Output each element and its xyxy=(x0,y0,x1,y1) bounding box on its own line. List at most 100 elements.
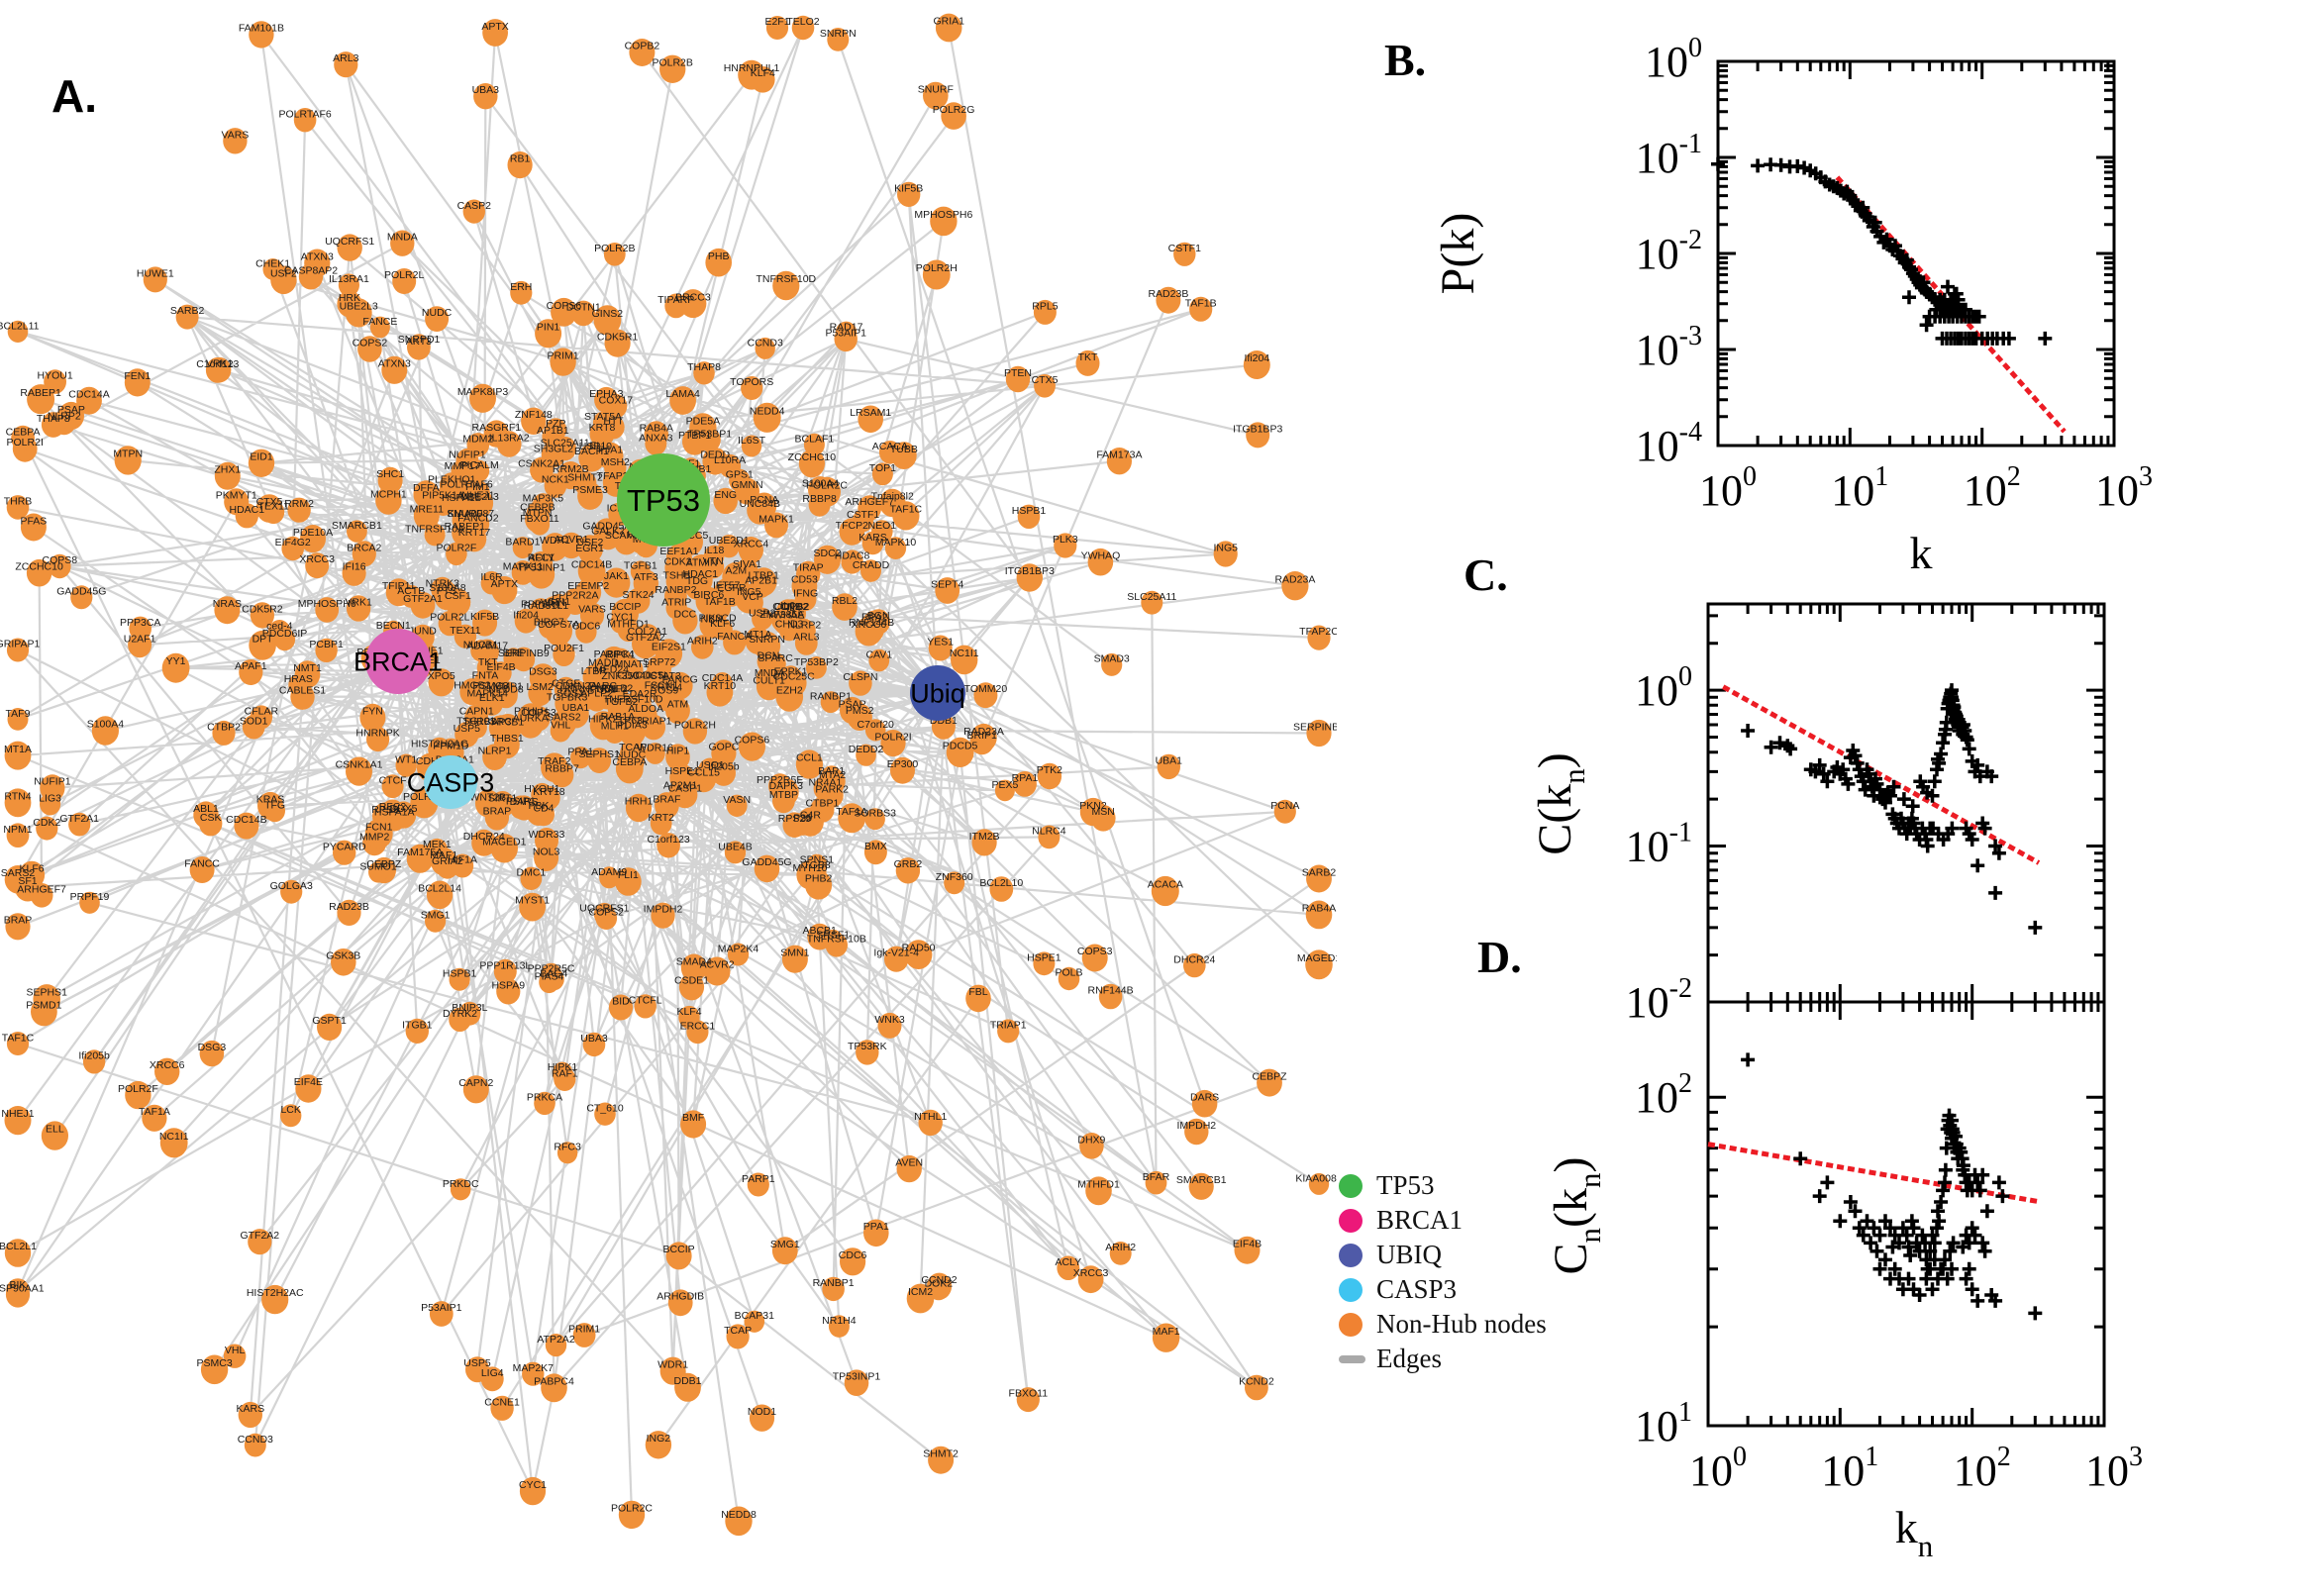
gene-label: RBBP7 xyxy=(545,763,579,775)
network-node xyxy=(682,718,708,745)
network-node xyxy=(509,795,532,820)
gene-label: PPA1 xyxy=(863,1221,889,1233)
network-node xyxy=(713,487,738,515)
network-node xyxy=(539,616,559,639)
network-node xyxy=(223,1344,247,1368)
gene-label: HSPA1A xyxy=(374,807,415,819)
tick-label: 10-2 xyxy=(1636,225,1702,278)
network-node xyxy=(806,853,828,877)
network-node xyxy=(234,812,259,840)
gene-label: DEDD2 xyxy=(849,744,884,755)
gene-label: PDCD6IP xyxy=(262,628,308,640)
gene-label: PKMYT1 xyxy=(216,490,257,502)
gene-label: ARHGDIB xyxy=(656,1291,704,1303)
gene-label: CEBPA xyxy=(6,427,41,439)
gene-label: PTEN xyxy=(1004,367,1032,379)
gene-label: MTBP xyxy=(769,789,798,801)
gene-label: POLRTAF6 xyxy=(440,479,492,491)
gene-label: ZCCHC10 xyxy=(15,561,63,573)
gene-label: TP53BP1 xyxy=(687,429,732,441)
network-node xyxy=(645,432,667,455)
tick-label: 101 xyxy=(1635,1397,1692,1450)
gene-label: LAMA4 xyxy=(665,388,700,400)
gene-label: WT1 xyxy=(395,753,417,765)
gene-label: ARHGEF7 xyxy=(845,496,894,508)
network-node xyxy=(896,1154,922,1183)
gene-label: NHEJ1 xyxy=(1,1108,34,1120)
network-node xyxy=(703,956,731,986)
gene-label: RNF144B xyxy=(1088,985,1134,997)
network-node xyxy=(680,953,707,982)
network-node xyxy=(405,1018,429,1044)
gene-label: LSM2 xyxy=(526,681,554,693)
gene-label: GINS2 xyxy=(592,308,624,320)
gene-label: PCBP1 xyxy=(309,639,344,650)
gene-label: RTN4 xyxy=(4,791,31,803)
gene-label: XRCC6 xyxy=(150,1059,185,1071)
network-node xyxy=(517,703,545,733)
network-node xyxy=(618,1500,646,1530)
network-node xyxy=(665,1242,692,1270)
network-node xyxy=(154,1057,180,1086)
gene-label: THRB xyxy=(462,716,491,728)
gene-label: PJA1 xyxy=(598,445,623,456)
network-node xyxy=(1101,652,1123,676)
gene-label: ABCB1 xyxy=(802,925,837,937)
gene-label: COL2A1 xyxy=(628,626,667,638)
network-node xyxy=(553,642,575,667)
network-node xyxy=(281,536,305,561)
gene-label: DDX5 xyxy=(389,803,417,815)
gene-label: ced-4 xyxy=(266,621,292,633)
gene-label: MTPN xyxy=(523,507,553,519)
network-node xyxy=(604,329,631,357)
gene-label: WDR33 xyxy=(529,829,565,841)
gene-label: DMC1 xyxy=(517,867,547,879)
network-node xyxy=(589,420,615,448)
network-node xyxy=(7,320,29,343)
network-node xyxy=(458,1001,481,1026)
network-node xyxy=(575,578,602,607)
gene-label: POLR2B xyxy=(594,243,635,254)
gene-label: CAPN2 xyxy=(458,1077,493,1089)
network-node xyxy=(392,268,417,294)
network-panel: TP53RKKIAA0087THAP8CDC14BCDC14AMAGED1DHC… xyxy=(0,13,1337,1537)
gene-label: CEBPB xyxy=(520,501,556,513)
gene-label: EGFR xyxy=(717,582,747,594)
gene-label: TCAP xyxy=(619,742,647,753)
gene-label: PSAP xyxy=(57,404,85,416)
gene-label: UNC84B xyxy=(740,498,780,510)
gene-label: S100A4 xyxy=(802,477,840,489)
gene-label: CTCFL xyxy=(629,995,662,1007)
gene-label: TAF9 xyxy=(6,708,31,720)
network-node xyxy=(248,1229,272,1255)
network-node xyxy=(918,1109,943,1137)
gene-label: SHC1 xyxy=(376,468,404,480)
gene-label: SARS2 xyxy=(547,712,581,724)
network-node xyxy=(337,234,362,261)
gene-label: EEF1A1 xyxy=(659,546,698,557)
gene-label: ACVR2 xyxy=(700,959,735,971)
network-node xyxy=(711,740,737,767)
hub-node-casp3 xyxy=(424,755,477,809)
hub-node-tp53 xyxy=(617,453,710,547)
gene-label: COX17 xyxy=(599,394,634,406)
network-node xyxy=(4,788,32,818)
node-color-dot xyxy=(1339,1243,1363,1267)
network-node xyxy=(1087,548,1114,576)
gene-label: UBE2L3 xyxy=(340,301,378,313)
gene-label: CEBPZ xyxy=(366,858,402,870)
gene-label: EIF4B xyxy=(1233,1238,1262,1249)
network-node xyxy=(175,304,199,330)
gene-label: COPS6 xyxy=(547,300,582,312)
network-node xyxy=(380,799,405,827)
gene-label: APLP2 xyxy=(580,688,613,700)
network-node xyxy=(317,1013,343,1041)
network-node xyxy=(840,1247,866,1276)
gene-label: GADD45G xyxy=(56,586,106,598)
gene-label: POLR2L xyxy=(430,612,469,624)
gene-label: KRT10 xyxy=(704,680,737,692)
network-node xyxy=(205,357,230,383)
network-node xyxy=(1013,771,1037,797)
gene-label: UBA1 xyxy=(562,702,590,714)
network-node xyxy=(602,567,631,598)
